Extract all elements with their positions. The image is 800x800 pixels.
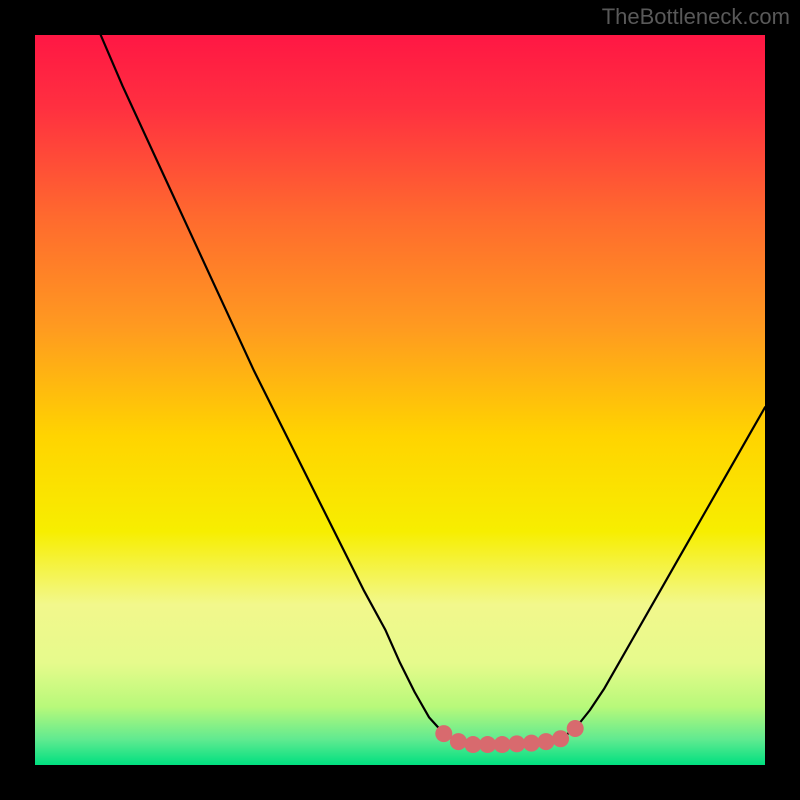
plot-background [35,35,765,765]
marker-dot [567,720,584,737]
bottleneck-curve-chart [0,0,800,800]
marker-dot [538,733,555,750]
marker-dot [465,736,482,753]
marker-dot [494,736,511,753]
marker-dot [450,733,467,750]
marker-dot [552,730,569,747]
watermark-text: TheBottleneck.com [602,4,790,30]
chart-container: TheBottleneck.com [0,0,800,800]
marker-dot [435,725,452,742]
marker-dot [508,735,525,752]
marker-dot [523,735,540,752]
marker-dot [479,736,496,753]
